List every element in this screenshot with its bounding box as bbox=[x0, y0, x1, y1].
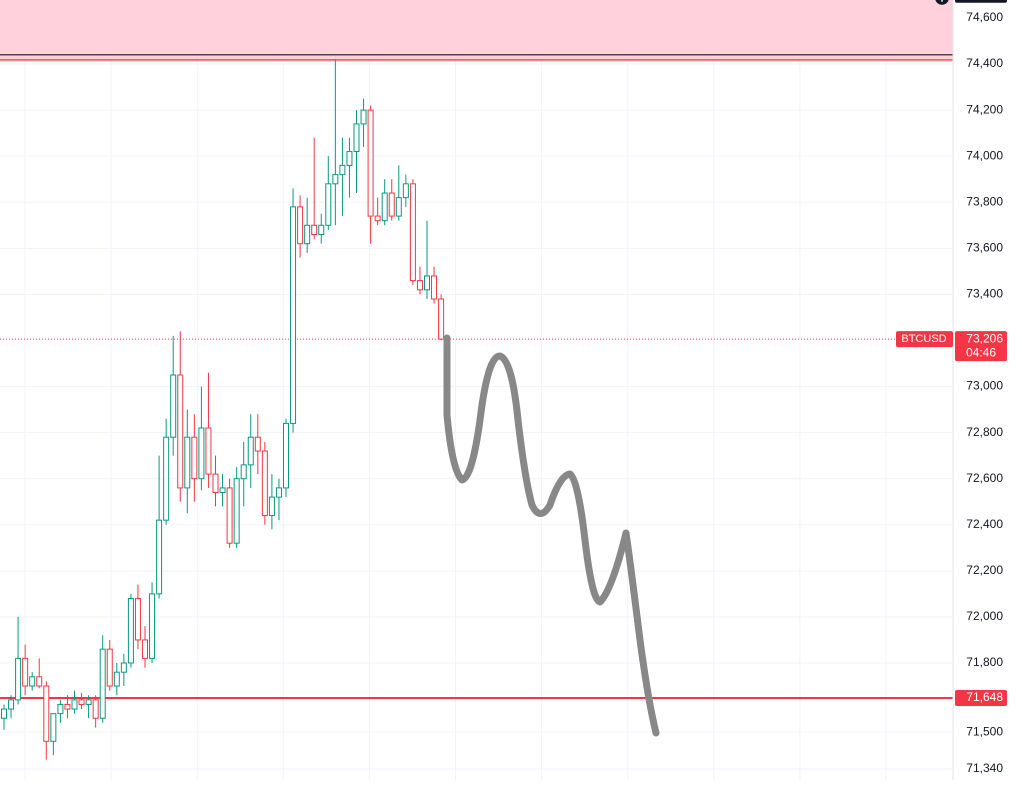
candle-body bbox=[290, 206, 297, 424]
candle-body bbox=[395, 197, 402, 217]
y-tick-label: 73,000 bbox=[966, 379, 1003, 393]
candle-body bbox=[8, 699, 15, 710]
candle-body bbox=[64, 703, 71, 710]
candle-body bbox=[113, 671, 120, 687]
candle-body bbox=[191, 436, 198, 480]
candle-body bbox=[29, 676, 36, 687]
add-icon-plus bbox=[941, 0, 943, 2]
candle-body bbox=[424, 275, 430, 291]
y-tick-label: 72,600 bbox=[966, 471, 1003, 485]
candle-body bbox=[170, 374, 177, 438]
candle-body bbox=[99, 648, 106, 719]
candle-body bbox=[283, 422, 289, 489]
plot bbox=[0, 0, 953, 770]
candle-body bbox=[36, 676, 43, 687]
candle-body bbox=[409, 183, 416, 282]
freehand-drawing bbox=[443, 334, 660, 737]
candle-body bbox=[142, 639, 148, 659]
y-tick-label: 73,600 bbox=[966, 241, 1003, 255]
candle-body bbox=[219, 487, 226, 494]
candle-body bbox=[261, 450, 268, 517]
price-axis: 74,600 74,400 74,200 74,000 73,800 73,600 73,4… bbox=[896, 0, 1007, 775]
symbol-label: BTCUSD bbox=[901, 333, 946, 345]
candle-body bbox=[332, 174, 339, 185]
candle-body bbox=[205, 427, 212, 475]
candle-body bbox=[240, 464, 247, 480]
price-box bbox=[955, 331, 1007, 362]
y-tick-label: 73,800 bbox=[966, 194, 1003, 208]
candle-body bbox=[156, 519, 163, 595]
candle-body bbox=[149, 593, 156, 659]
candle-body bbox=[184, 436, 191, 489]
zone bbox=[0, 0, 953, 62]
candle-body bbox=[43, 685, 50, 742]
add-icon[interactable] bbox=[935, 0, 949, 5]
candle-body bbox=[120, 662, 127, 673]
candle-body bbox=[247, 436, 254, 466]
candle-body bbox=[57, 703, 64, 715]
candle-body bbox=[127, 597, 134, 664]
candle-body bbox=[163, 436, 170, 521]
candle-body bbox=[353, 123, 360, 153]
y-tick-label: 73,400 bbox=[966, 287, 1003, 301]
candle-body bbox=[254, 436, 261, 452]
hline-label: 71,648 bbox=[966, 690, 1003, 704]
candle-body bbox=[177, 374, 184, 489]
y-tick-label: 72,200 bbox=[966, 563, 1003, 577]
top-label-box bbox=[955, 0, 1007, 3]
candle-body bbox=[85, 699, 92, 705]
candle-body bbox=[438, 298, 445, 340]
candle-body bbox=[212, 473, 219, 494]
candle-body bbox=[15, 657, 22, 701]
vertical-grid bbox=[24, 0, 887, 780]
top-label: 74,692 bbox=[966, 0, 1003, 1]
candle-body bbox=[50, 713, 57, 742]
y-tick-label: 74,400 bbox=[966, 56, 1003, 70]
candle-body bbox=[431, 275, 438, 300]
hline-box bbox=[955, 689, 1007, 706]
y-tick-label: 72,000 bbox=[966, 609, 1003, 623]
candle-body bbox=[381, 192, 388, 222]
y-tick-label: 72,800 bbox=[966, 425, 1003, 439]
candle-body bbox=[106, 648, 113, 687]
candle-body bbox=[92, 699, 99, 719]
candle-body bbox=[416, 280, 423, 291]
candle-body bbox=[388, 192, 395, 217]
candle-body bbox=[22, 657, 29, 687]
candle-body bbox=[268, 496, 275, 517]
candle-body bbox=[198, 427, 205, 480]
y-tick-label: 71,800 bbox=[966, 655, 1003, 669]
candle-body bbox=[78, 699, 85, 705]
candle-body bbox=[304, 224, 311, 245]
candle-body bbox=[1, 708, 7, 719]
y-tick-label: 74,200 bbox=[966, 102, 1003, 116]
y-tick-label: 74,000 bbox=[966, 148, 1003, 162]
candle-body bbox=[226, 487, 233, 544]
candle-body bbox=[134, 597, 141, 641]
candle-body bbox=[233, 478, 240, 544]
y-tick-label: 74,600 bbox=[966, 10, 1003, 24]
candle-body bbox=[367, 109, 374, 217]
candle-body bbox=[318, 224, 325, 236]
candle-body bbox=[311, 224, 318, 236]
y-tick-label: 71,340 bbox=[966, 761, 1003, 775]
candle-body bbox=[339, 164, 346, 176]
y-tick-label: 72,400 bbox=[966, 517, 1003, 531]
candle-body bbox=[325, 183, 332, 226]
symbol-box bbox=[896, 331, 953, 348]
y-tick-label: 71,500 bbox=[966, 724, 1003, 738]
candle-body bbox=[297, 206, 304, 245]
candle-body bbox=[374, 215, 381, 222]
last-price-label: 73,206 bbox=[966, 331, 1003, 345]
candle-body bbox=[71, 699, 78, 710]
candle-body bbox=[346, 151, 353, 166]
candle-body bbox=[402, 183, 409, 199]
candle-body bbox=[275, 487, 282, 498]
candle-body bbox=[360, 109, 367, 125]
countdown-label: 04:46 bbox=[966, 345, 996, 359]
